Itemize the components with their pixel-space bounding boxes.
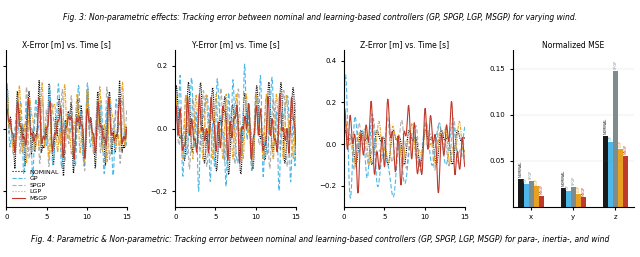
Text: MSGP: MSGP (581, 186, 586, 196)
Text: GP: GP (609, 136, 612, 140)
Bar (571, 187, 576, 207)
Text: NOMINAL: NOMINAL (561, 170, 565, 186)
Bar (524, 184, 529, 207)
Bar (623, 156, 628, 207)
Bar (534, 186, 539, 207)
Bar (518, 179, 524, 207)
Bar (618, 149, 623, 207)
Text: NOMINAL: NOMINAL (519, 161, 523, 177)
Title: Y-Error [m] vs. Time [s]: Y-Error [m] vs. Time [s] (192, 41, 280, 50)
Bar (613, 71, 618, 207)
Text: MSGP: MSGP (540, 184, 543, 194)
Text: SPGP: SPGP (529, 170, 533, 179)
Text: Fig. 3: Non-parametric effects: Tracking error between nominal and learning-base: Fig. 3: Non-parametric effects: Tracking… (63, 13, 577, 22)
Bar (539, 196, 544, 207)
Text: LGP: LGP (618, 140, 623, 147)
Text: GP: GP (566, 184, 570, 189)
Text: MSGP: MSGP (623, 144, 628, 154)
Bar (603, 136, 608, 207)
Text: SPGP: SPGP (614, 60, 618, 69)
Title: X-Error [m] vs. Time [s]: X-Error [m] vs. Time [s] (22, 41, 111, 50)
Text: Fig. 4: Parametric & Non-parametric: Tracking error between nominal and learning: Fig. 4: Parametric & Non-parametric: Tra… (31, 235, 609, 244)
Title: Z-Error [m] vs. Time [s]: Z-Error [m] vs. Time [s] (360, 41, 449, 50)
Bar (608, 142, 613, 207)
Bar (566, 191, 571, 207)
Bar (529, 181, 534, 207)
Text: NOMINAL: NOMINAL (604, 118, 607, 134)
Text: SPGP: SPGP (572, 176, 575, 186)
Bar (561, 188, 566, 207)
Title: Normalized MSE: Normalized MSE (542, 41, 604, 50)
Bar (576, 194, 581, 207)
Text: GP: GP (524, 177, 528, 182)
Bar (581, 197, 586, 207)
Text: LGP: LGP (577, 185, 580, 192)
Text: LGP: LGP (534, 178, 538, 185)
Legend: NOMINAL, GP, SPGP, LGP, MSGP: NOMINAL, GP, SPGP, LGP, MSGP (10, 167, 61, 204)
